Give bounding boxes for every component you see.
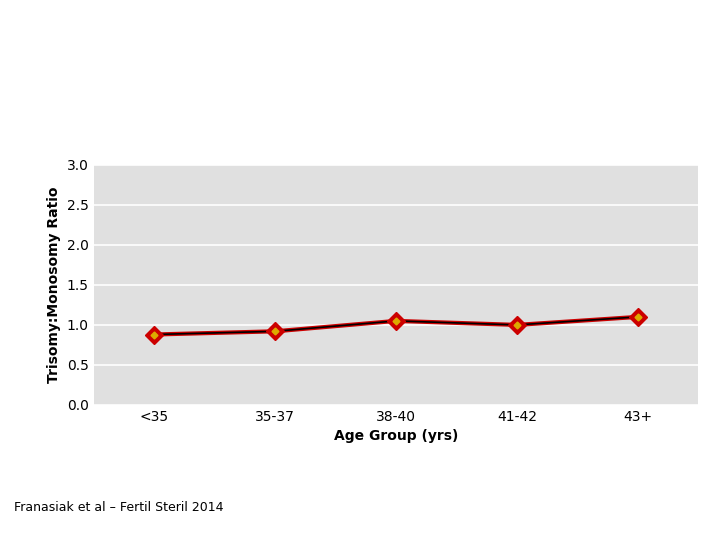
- X-axis label: Age Group (yrs): Age Group (yrs): [334, 429, 458, 443]
- Text: N=15,169: N=15,169: [102, 137, 186, 152]
- Text: Ratios consistent across nine programs: Ratios consistent across nine programs: [346, 138, 655, 151]
- Text: Franasiak et al – Fertil Steril 2014: Franasiak et al – Fertil Steril 2014: [14, 501, 224, 514]
- Y-axis label: Trisomy:Monosomy Ratio: Trisomy:Monosomy Ratio: [48, 187, 61, 383]
- Text: Trisomy:Monosomy Ratio by Age: Trisomy:Monosomy Ratio by Age: [28, 33, 692, 67]
- Text: Key Indicator for QA of your assay: Key Indicator for QA of your assay: [281, 494, 684, 514]
